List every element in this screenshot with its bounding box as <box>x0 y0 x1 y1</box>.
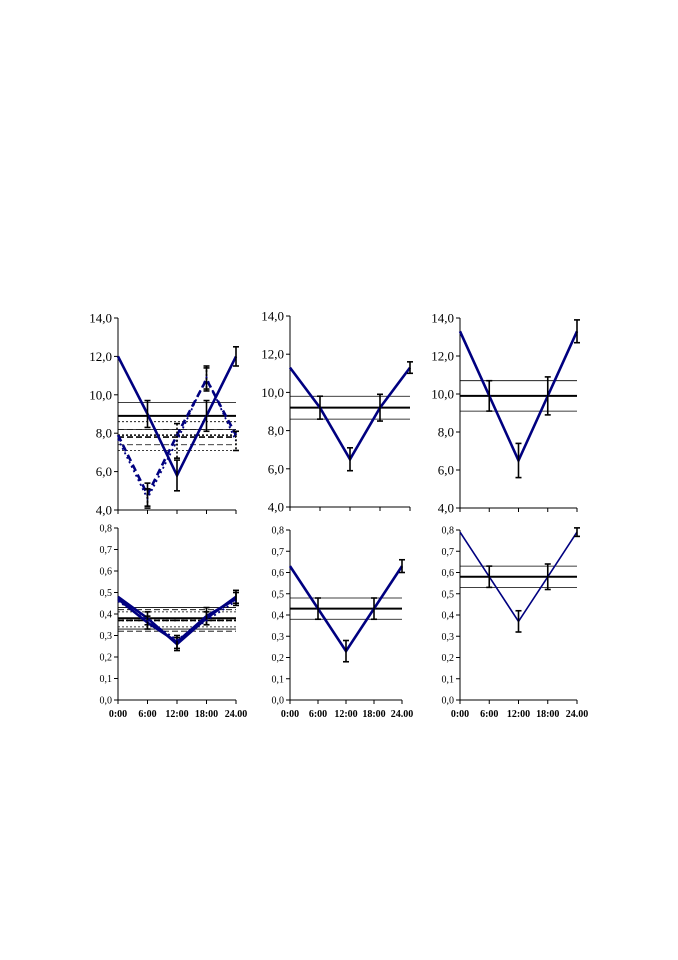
error-bar <box>515 609 522 633</box>
error-bar <box>486 565 493 589</box>
y-tick-label: 0,7 <box>442 547 455 558</box>
error-bar <box>144 488 151 509</box>
y-tick-label: 8,0 <box>96 426 112 441</box>
chart-panel-2: 4,0 6,0 8,0 10,0 12,0 14,0 <box>261 309 413 515</box>
y-tick-label: 0,2 <box>272 653 285 664</box>
y-tick-label: 0,5 <box>272 589 285 600</box>
error-bar <box>574 319 580 344</box>
y-tick-label: 4,0 <box>96 503 112 518</box>
y-tick-label: 0,4 <box>272 611 285 622</box>
x-tick-label: 18:00 <box>536 709 559 720</box>
y-tick-label: 10,0 <box>261 385 284 400</box>
y-tick-label: 0,2 <box>100 653 113 664</box>
y-tick-label: 14,0 <box>261 309 284 324</box>
error-bar <box>174 422 180 459</box>
error-bar <box>144 615 151 630</box>
y-tick-label: 6,0 <box>438 463 454 478</box>
y-tick-label: 14,0 <box>431 311 454 326</box>
y-tick-label: 0,0 <box>442 696 455 707</box>
error-bar <box>544 376 551 416</box>
x-tick-label: 12:00 <box>165 709 188 720</box>
error-bar <box>343 639 349 663</box>
y-tick-label: 0,6 <box>442 568 455 579</box>
y-tick-label: 0,5 <box>100 588 113 599</box>
y-tick-label: 0,7 <box>272 547 285 558</box>
error-bar <box>233 430 239 452</box>
y-tick-label: 0,6 <box>272 568 285 579</box>
y-tick-label: 4,0 <box>268 500 284 515</box>
x-tick-label: 0:00 <box>451 709 469 720</box>
x-tick-label: 24.00 <box>225 709 248 720</box>
y-tick-label: 0,8 <box>100 524 113 535</box>
x-tick-label: 12:00 <box>507 709 530 720</box>
y-tick-label: 0,0 <box>100 696 113 707</box>
y-tick-label: 10,0 <box>431 387 454 402</box>
error-bar <box>486 379 493 412</box>
error-bar <box>233 345 239 367</box>
y-tick-label: 8,0 <box>438 425 454 440</box>
y-tick-label: 0,8 <box>272 526 285 537</box>
series-line-2 <box>116 376 238 498</box>
error-bar <box>377 393 383 422</box>
error-bar <box>174 459 180 492</box>
chart-panel-3: 4,0 6,0 8,0 10,0 12,0 14,0 <box>431 311 580 516</box>
y-tick-label: 0,3 <box>442 632 455 643</box>
y-tick-label: 0,4 <box>442 611 455 622</box>
error-bar <box>399 558 405 574</box>
series-line-3 <box>117 600 237 641</box>
y-tick-label: 0,1 <box>442 674 455 685</box>
error-bar <box>347 446 353 472</box>
y-tick-label: 6,0 <box>268 461 284 476</box>
error-bar <box>574 527 580 538</box>
x-tick-label: 18:00 <box>362 709 385 720</box>
error-bar <box>515 442 522 479</box>
error-bar <box>203 606 210 626</box>
x-tick-label: 24.00 <box>566 709 589 720</box>
error-bar <box>203 365 210 390</box>
error-bar <box>371 597 377 621</box>
x-tick-label: 18:00 <box>195 709 218 720</box>
y-tick-label: 14,0 <box>89 311 112 326</box>
chart-panel-1: 4,0 6,0 8,0 10,0 12,0 14,0 <box>89 311 239 518</box>
error-bar <box>317 395 323 420</box>
error-bar <box>315 597 321 621</box>
y-tick-label: 0,8 <box>442 526 455 537</box>
y-tick-label: 12,0 <box>431 349 454 364</box>
y-tick-label: 0,0 <box>272 696 285 707</box>
y-tick-label: 0,1 <box>272 674 285 685</box>
chart-panel-5: 0,0 0,1 0,2 0,3 0,4 0,5 0,6 0,7 0,8 0:00 6:00 12:00… <box>272 526 414 721</box>
x-tick-label: 6:00 <box>480 709 498 720</box>
y-tick-label: 0,5 <box>442 589 455 600</box>
x-tick-label: 0:00 <box>109 709 127 720</box>
y-tick-label: 10,0 <box>89 387 112 402</box>
y-tick-label: 0,1 <box>100 674 113 685</box>
error-bar <box>174 634 180 650</box>
y-tick-label: 0,3 <box>100 631 113 642</box>
x-tick-label: 24.00 <box>391 709 414 720</box>
x-tick-label: 6:00 <box>138 709 156 720</box>
y-tick-label: 0,2 <box>442 653 455 664</box>
error-bar <box>407 361 413 375</box>
y-tick-label: 12,0 <box>261 347 284 362</box>
y-tick-label: 0,6 <box>100 567 113 578</box>
y-tick-label: 0,3 <box>272 632 285 643</box>
y-tick-label: 8,0 <box>268 423 284 438</box>
series-line-1 <box>288 366 412 462</box>
error-bar <box>544 563 551 591</box>
y-tick-label: 12,0 <box>89 349 112 364</box>
error-bar <box>203 399 210 433</box>
chart-panel-4: 0,0 0,1 0,2 0,3 0,4 0,5 0,6 0,7 0,8 0:00 6:00 12:00… <box>100 524 248 721</box>
y-tick-label: 6,0 <box>96 464 112 479</box>
x-tick-label: 0:00 <box>281 709 299 720</box>
error-bar <box>144 399 151 429</box>
error-bar <box>233 591 239 607</box>
x-tick-label: 6:00 <box>309 709 327 720</box>
chart-panel-6: 0,0 0,1 0,2 0,3 0,4 0,5 0,6 0,7 0,8 0:00 6:00 12:00… <box>442 526 589 721</box>
y-tick-label: 0,7 <box>100 545 113 556</box>
x-tick-label: 12:00 <box>334 709 357 720</box>
y-tick-label: 4,0 <box>438 501 454 516</box>
y-tick-label: 0,4 <box>100 610 113 621</box>
